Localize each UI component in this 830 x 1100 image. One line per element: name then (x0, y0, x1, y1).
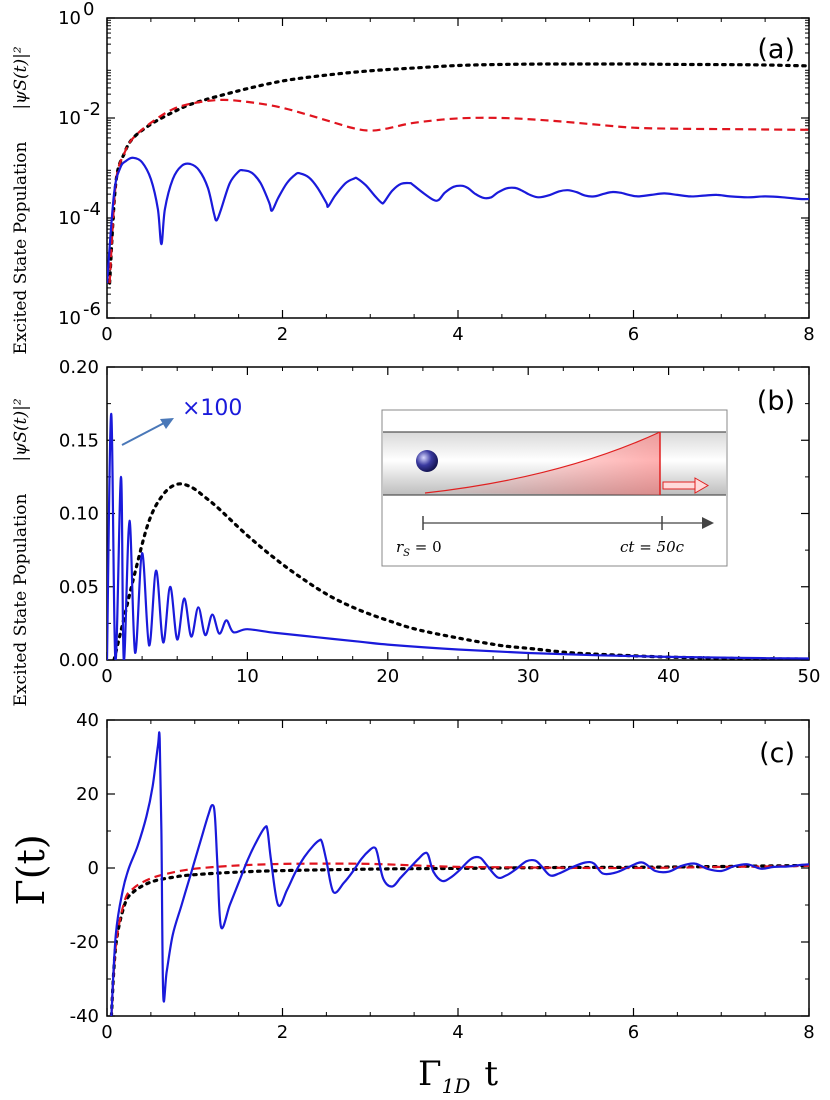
x-tick-label: 8 (803, 1022, 814, 1043)
panel-a-label: (a) (757, 34, 795, 65)
inset: rS = 0 ct = 50c (381, 409, 728, 567)
y-tick-label: -20 (70, 932, 99, 953)
panel-b-ylabel: Excited State Population |ψS(t)|² (11, 398, 31, 706)
y-tick-label: 10 (58, 8, 81, 29)
y-tick-label: 0.05 (59, 577, 99, 598)
series-dotted-line (108, 62, 809, 285)
x-tick-label: 20 (376, 666, 399, 687)
scale-annotation-text: ×100 (182, 396, 242, 421)
series-dashed-line (108, 98, 809, 284)
panel-b: (b) Excited State Population |ψS(t)|² ×1… (11, 357, 820, 706)
y-tick-label: 0.10 (59, 504, 99, 525)
y-tick-label: 0 (88, 858, 99, 879)
panel-c-xlabel-sub: 1D (442, 1074, 471, 1098)
inset-wavefront-glow (425, 432, 660, 495)
panel-b-label: (b) (757, 386, 795, 417)
y-tick-label: 0.00 (59, 650, 99, 671)
y-tick-label-base: 10 (58, 308, 81, 329)
panel-a-ylabel: Excited State Population |ψS(t)|² (11, 46, 31, 354)
x-tick-label: 50 (798, 666, 821, 687)
x-tick-label: 4 (452, 324, 463, 345)
y-tick-label: 0.20 (59, 357, 99, 378)
y-tick-label: 20 (76, 784, 99, 805)
panel-c-ylabel: Γ(t) (9, 834, 53, 905)
scale-annotation: ×100 (121, 396, 242, 446)
inset-propagation-arrow (662, 481, 696, 490)
y-tick-label-exponent: -2 (83, 99, 101, 120)
inset-label-right: ct = 50c (620, 538, 685, 556)
panel-c-xlabel-main: Γ (418, 1054, 442, 1094)
panel-a-frame (106, 17, 810, 319)
panel-c-label: (c) (759, 738, 795, 769)
series-solid-line (107, 156, 809, 284)
scale-arrow-shaft (121, 421, 167, 446)
inset-label-left: rS = 0 (396, 538, 442, 559)
inset-atom (416, 450, 438, 472)
series-solid-line (110, 731, 809, 1016)
series-solid-line (107, 412, 809, 660)
inset-label-left-main: r (396, 538, 404, 556)
y-tick-label: 40 (76, 710, 99, 731)
scale-arrow-head (160, 418, 174, 429)
y-tick-label: -40 (70, 1006, 99, 1027)
panel-b-ylabel-math: |ψS(t)|² (11, 398, 31, 462)
series-dotted-line (109, 863, 809, 1016)
y-tick-label: 10 (58, 208, 81, 229)
panel-a: (a) Excited State Population |ψS(t)|² 0 2… (11, 0, 815, 354)
y-tick-label-base: 10 (58, 8, 81, 29)
inset-propagation-arrow-head (694, 477, 710, 494)
x-tick-label: 30 (517, 666, 540, 687)
panel-c: (c) Γ(t) Γ1D t 0 2 4 6 8 40 20 0 -20 -40 (9, 710, 815, 1098)
x-tick-label: 40 (657, 666, 680, 687)
panel-c-xlabel-rest: t (484, 1054, 498, 1094)
y-tick-label: 10 (58, 308, 81, 329)
panel-a-ylabel-text: Excited State Population (11, 142, 31, 355)
x-tick-label: 6 (628, 1022, 639, 1043)
y-tick-label: 0.15 (59, 430, 99, 451)
panel-a-ylabel-math: |ψS(t)|² (11, 46, 31, 110)
x-tick-label: 2 (277, 324, 288, 345)
y-tick-label: 10 (58, 108, 81, 129)
x-tick-label: 10 (236, 666, 259, 687)
inset-axis-arrow (702, 517, 714, 529)
y-tick-label-base: 10 (58, 208, 81, 229)
x-tick-label: 6 (628, 324, 639, 345)
series-dashed-line (110, 862, 809, 1016)
x-tick-label: 0 (101, 324, 112, 345)
x-tick-label: 4 (452, 1022, 463, 1043)
x-tick-label: 8 (803, 324, 814, 345)
panel-b-ylabel-text: Excited State Population (11, 494, 31, 707)
x-tick-label: 0 (101, 666, 112, 687)
panel-c-xlabel: Γ1D t (418, 1054, 498, 1098)
y-tick-label-base: 10 (58, 108, 81, 129)
inset-wavefront (424, 431, 661, 494)
series-dotted-line (112, 482, 809, 660)
inset-label-left-sub: S (403, 548, 410, 559)
y-tick-label-exponent: -4 (83, 199, 101, 220)
x-tick-label: 0 (101, 1022, 112, 1043)
inset-label-left-rest: = 0 (410, 538, 442, 556)
x-tick-label: 2 (277, 1022, 288, 1043)
y-tick-label-exponent: 0 (83, 0, 94, 20)
y-tick-label-exponent: -6 (83, 299, 101, 320)
